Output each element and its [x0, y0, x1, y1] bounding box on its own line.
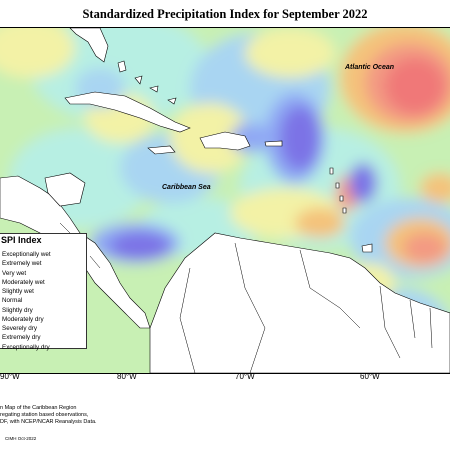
legend-title: SPI Index [1, 235, 42, 245]
footnote-line: DF, with NCEP/NCAR Reanalysis Data. [0, 419, 97, 425]
puerto-rico [264, 140, 283, 147]
map-credit: CIMH Oct-2022 [5, 436, 37, 441]
legend-item: Extremely dry [2, 334, 41, 342]
jamaica [147, 145, 176, 155]
legend-item: Slightly dry [2, 306, 33, 314]
legend-item: Moderately wet [2, 278, 45, 286]
spi-map-canvas [0, 28, 450, 373]
spi-map: Atlantic Ocean Caribbean Sea SPI Index E… [0, 27, 450, 374]
caribbean-sea-label: Caribbean Sea [162, 184, 211, 191]
south-america [149, 232, 450, 373]
footnote-line: regating station based observations, [0, 412, 89, 418]
map-title: Standardized Precipitation Index for Sep… [82, 7, 368, 21]
cuba [64, 91, 191, 133]
lon-tick-60w: 60°W [360, 372, 380, 381]
footnote-line: n Map of the Caribbean Region [0, 405, 77, 411]
lon-tick-70w: 70°W [235, 372, 255, 381]
country-borders [59, 222, 433, 373]
florida [69, 28, 109, 63]
trinidad [361, 243, 373, 253]
spi-legend: SPI Index Exceptionally wet Extremely we… [0, 233, 87, 352]
legend-item: Very wet [2, 269, 27, 277]
lon-tick-80w: 80°W [117, 372, 137, 381]
lesser-antilles [329, 167, 347, 214]
legend-item: Slightly wet [2, 288, 34, 295]
yucatan [44, 172, 86, 207]
atlantic-ocean-label: Atlantic Ocean [345, 64, 395, 71]
legend-item: Severely dry [2, 325, 37, 332]
legend-item: Exceptionally wet [2, 251, 51, 258]
map-footnote: n Map of the Caribbean Region regating s… [0, 405, 97, 426]
hispaniola [199, 131, 251, 151]
legend-item: Extremely wet [2, 260, 42, 268]
lon-tick-90w: 90°W [0, 372, 20, 381]
bahamas [117, 60, 177, 105]
legend-items: Exceptionally wet Extremely wet Very wet… [2, 250, 51, 352]
legend-item: Moderately dry [2, 315, 44, 323]
legend-item: Exceptionally dry [2, 343, 50, 351]
legend-item: Normal [2, 297, 23, 305]
